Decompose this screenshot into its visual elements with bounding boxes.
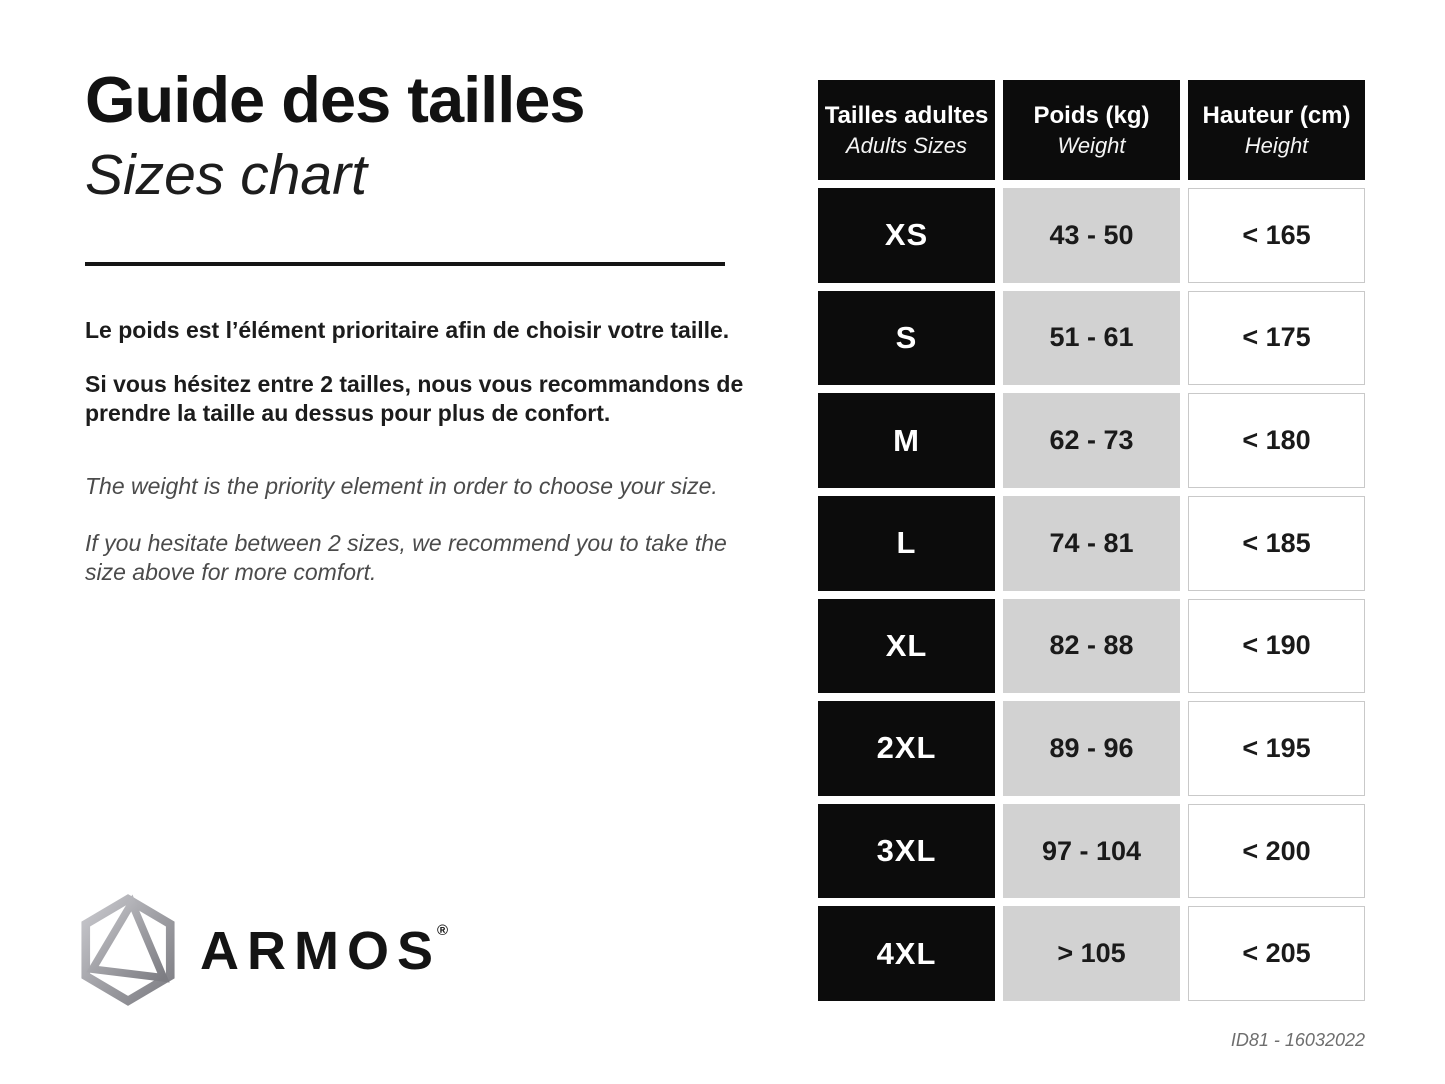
size-cell-3xl: 3XL [818, 803, 995, 899]
brand-logo: ARMOS® [80, 893, 448, 1007]
height-cell-xl: < 190 [1188, 598, 1365, 694]
weight-cell-2xl: 89 - 96 [1003, 701, 1180, 796]
weight-cell-m: 62 - 73 [1003, 393, 1180, 488]
intro-fr-line1: Le poids est l’élément prioritaire afin … [85, 317, 730, 343]
height-cell-3xl: < 200 [1188, 803, 1365, 899]
size-cell-xl: XL [818, 598, 995, 694]
weight-cell-l: 74 - 81 [1003, 495, 1180, 591]
size-cell-2xl: 2XL [818, 701, 995, 796]
height-cell-2xl: < 195 [1188, 701, 1365, 796]
column-header-weight: Poids (kg) Weight [1003, 80, 1180, 180]
size-cell-l: L [818, 495, 995, 591]
height-cell-4xl: < 205 [1188, 906, 1365, 1001]
weight-cell-xl: 82 - 88 [1003, 598, 1180, 694]
column-header-height-en: Height [1244, 132, 1309, 158]
weight-cell-4xl: > 105 [1003, 906, 1180, 1001]
size-cell-xs: XS [818, 188, 995, 283]
column-header-sizes-fr: Tailles adultes [824, 101, 989, 129]
intro-en-line2: If you hesitate between 2 sizes, we reco… [85, 530, 727, 585]
height-cell-s: < 175 [1188, 290, 1365, 386]
intro-en-line1: The weight is the priority element in or… [85, 473, 718, 499]
brand-name: ARMOS [200, 920, 441, 981]
column-header-weight-fr: Poids (kg) [1033, 101, 1150, 129]
height-cell-m: < 180 [1188, 393, 1365, 488]
weight-cell-s: 51 - 61 [1003, 290, 1180, 386]
sizes-table: Tailles adultes Adults Sizes Poids (kg) … [818, 80, 1365, 1001]
document-id: ID81 - 16032022 [1230, 1030, 1365, 1050]
page-title-en: Sizes chart [85, 143, 367, 207]
left-panel: Guide des tailles Sizes chart Le poids e… [85, 64, 765, 587]
page-title-fr: Guide des tailles [85, 63, 586, 136]
weight-cell-xs: 43 - 50 [1003, 188, 1180, 283]
size-cell-m: M [818, 393, 995, 488]
column-header-height: Hauteur (cm) Height [1188, 80, 1365, 180]
column-header-sizes-en: Adults Sizes [845, 132, 968, 158]
armos-hexagon-icon [81, 894, 175, 1006]
height-cell-xs: < 165 [1188, 188, 1365, 283]
size-cell-4xl: 4XL [818, 906, 995, 1001]
title-divider [85, 262, 725, 266]
registered-trademark-icon: ® [437, 921, 449, 939]
weight-cell-3xl: 97 - 104 [1003, 803, 1180, 899]
column-header-height-fr: Hauteur (cm) [1202, 101, 1351, 129]
size-cell-s: S [818, 290, 995, 386]
intro-fr-line2: Si vous hésitez entre 2 tailles, nous vo… [85, 371, 744, 426]
brand-wordmark: ARMOS® [200, 923, 448, 978]
height-cell-l: < 185 [1188, 495, 1365, 591]
column-header-weight-en: Weight [1057, 132, 1126, 158]
column-header-sizes: Tailles adultes Adults Sizes [818, 80, 995, 180]
